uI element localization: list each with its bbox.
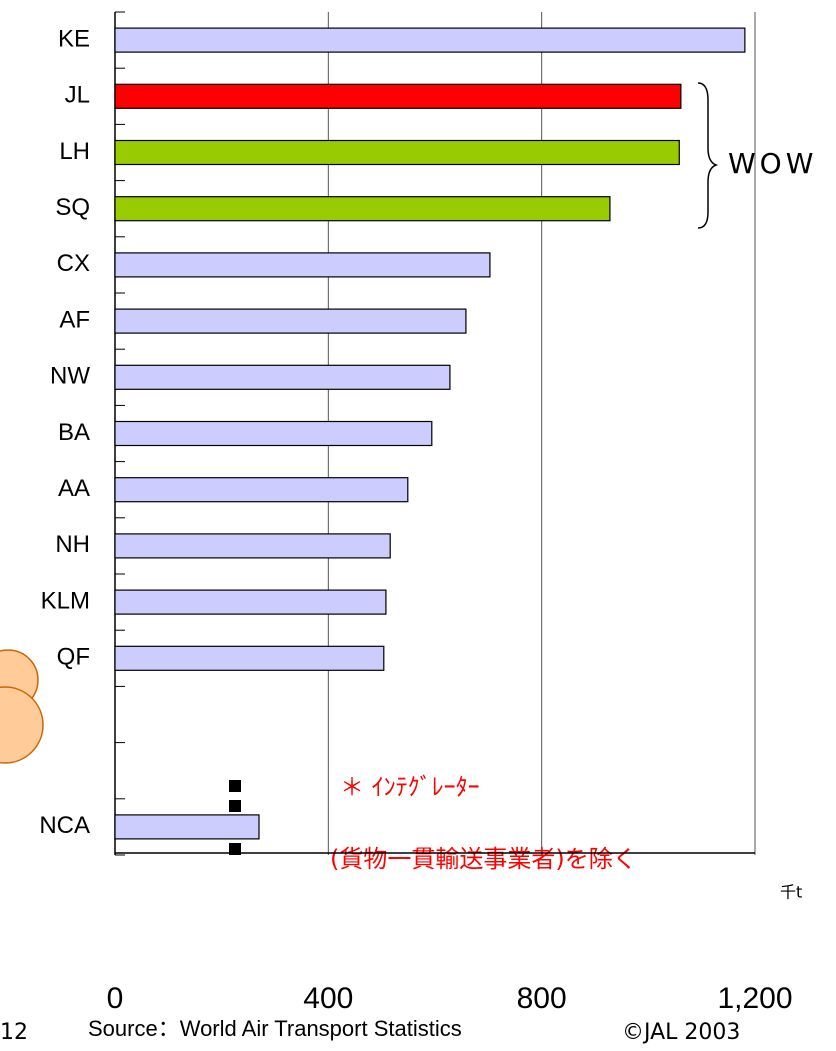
source: Source：World Air Transport Statistics <box>88 1016 462 1041</box>
annotation: ＊ ｲﾝﾃｸﾞﾚｰﾀｰ <box>340 773 480 801</box>
y-tick-label: KLM <box>41 587 90 614</box>
y-tick-label: LH <box>59 138 90 165</box>
chart: WOW ＊ ｲﾝﾃｸﾞﾚｰﾀｰ (貨物一貫輸送事業者)を除く 千t 12 Sou… <box>0 0 836 1051</box>
y-tick-label: AF <box>59 306 90 333</box>
bar <box>115 365 450 389</box>
y-tick-label: SQ <box>55 194 90 221</box>
annotation: (貨物一貫輸送事業者)を除く <box>330 845 637 873</box>
y-tick-label: QF <box>57 644 90 671</box>
y-tick-label: NW <box>50 363 90 390</box>
group-label: WOW <box>728 147 817 180</box>
bar <box>115 590 386 614</box>
y-tick-label: NCA <box>39 812 90 839</box>
y-tick-label: JL <box>65 82 90 109</box>
bar <box>115 309 466 333</box>
copyright: ©JAL 2003 <box>622 1020 740 1045</box>
bar <box>115 141 679 165</box>
x-tick-label: 800 <box>517 982 567 1015</box>
bar <box>115 253 490 277</box>
page-number: 12 <box>0 1020 28 1045</box>
unit-label: 千t <box>780 883 802 902</box>
y-tick-label: CX <box>57 250 90 277</box>
x-tick-label: 1,200 <box>717 982 792 1015</box>
y-tick-label: KE <box>58 25 90 52</box>
bar <box>115 197 610 221</box>
x-tick-label: 400 <box>303 982 353 1015</box>
y-tick-label: BA <box>58 419 90 446</box>
y-tick-label: NH <box>55 531 90 558</box>
bar <box>115 815 259 839</box>
bar <box>115 422 432 446</box>
bar <box>115 84 681 108</box>
bar <box>115 478 408 502</box>
y-tick-label: AA <box>58 475 90 502</box>
x-tick-label: 0 <box>107 982 124 1015</box>
bar <box>115 646 384 670</box>
bar <box>115 28 745 52</box>
bar <box>115 534 390 558</box>
